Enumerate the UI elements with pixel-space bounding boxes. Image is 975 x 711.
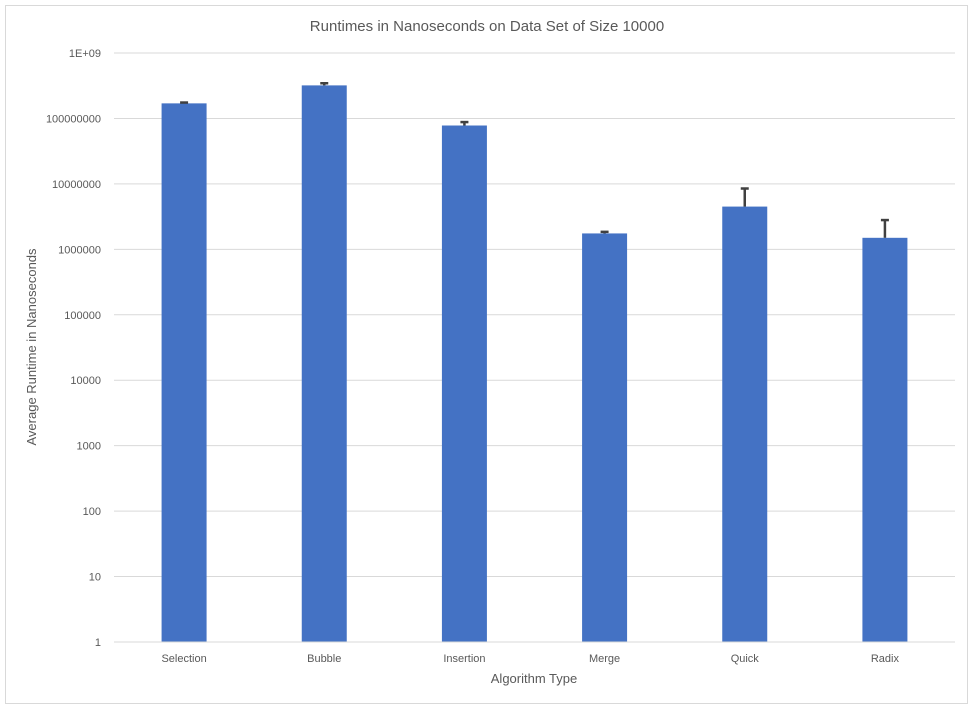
- y-tick-label: 10000000: [52, 179, 101, 191]
- error-bars: [180, 81, 889, 238]
- x-tick-label: Bubble: [307, 653, 341, 665]
- x-tick-label: Radix: [871, 653, 900, 665]
- bar: [161, 103, 207, 642]
- chart-title: Runtimes in Nanoseconds on Data Set of S…: [310, 18, 664, 35]
- bar: [441, 125, 487, 643]
- y-tick-label: 100000: [64, 310, 101, 322]
- x-axis-ticks: Selection Bubble Insertion Merge Quick Radix: [161, 653, 899, 665]
- y-tick-label: 10000: [70, 375, 101, 387]
- y-tick-label: 1000: [77, 441, 101, 453]
- bar: [582, 233, 628, 642]
- gridlines: [114, 52, 955, 578]
- y-axis-title: Average Runtime in Nanoseconds: [24, 248, 39, 446]
- x-axis-title: Algorithm Type: [491, 671, 577, 686]
- x-tick-label: Selection: [161, 653, 206, 665]
- y-tick-label: 100: [83, 506, 101, 518]
- y-tick-label: 1E+09: [69, 48, 101, 60]
- x-tick-label: Quick: [731, 653, 760, 665]
- y-axis-ticks: 1 10 100 1000 10000 100000 1000000 10000000 1000…: [46, 48, 101, 649]
- bar: [722, 206, 768, 642]
- x-tick-label: Insertion: [443, 653, 485, 665]
- bar: [862, 237, 908, 642]
- y-tick-label: 10: [89, 572, 101, 584]
- y-tick-label: 100000000: [46, 113, 101, 125]
- x-tick-label: Merge: [589, 653, 620, 665]
- y-tick-label: 1000000: [58, 244, 101, 256]
- bars: [161, 85, 908, 643]
- y-tick-label: 1: [95, 637, 101, 649]
- bar: [301, 85, 347, 642]
